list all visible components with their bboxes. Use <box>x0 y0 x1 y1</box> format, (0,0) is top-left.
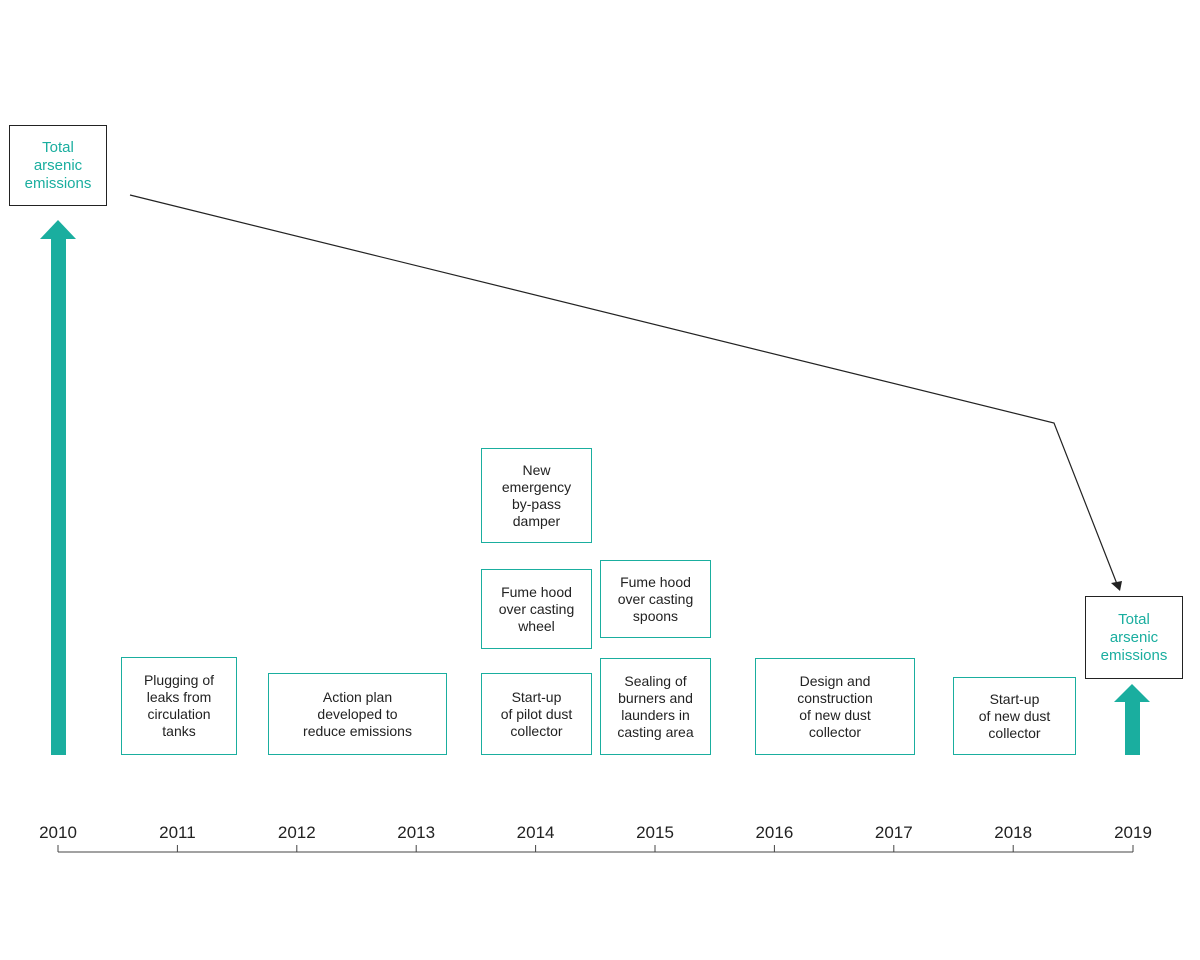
milestone-fume-hood-spoons: Fume hood over casting spoons <box>600 560 711 638</box>
total-emissions-end-box: Total arsenic emissions <box>1085 596 1183 679</box>
year-label: 2015 <box>636 823 674 842</box>
trend-arrowhead <box>1111 581 1122 591</box>
total-emissions-start-box: Total arsenic emissions <box>9 125 107 206</box>
year-label: 2019 <box>1114 823 1152 842</box>
year-label: 2014 <box>516 823 555 842</box>
reduction-trend-line <box>129 194 1118 585</box>
milestone-fume-hood-wheel: Fume hood over casting wheel <box>481 569 592 649</box>
year-label: 2010 <box>39 823 77 842</box>
milestone-action-plan: Action plan developed to reduce emission… <box>268 673 447 755</box>
year-label: 2018 <box>994 823 1033 842</box>
start-emissions-arrow <box>40 220 76 755</box>
milestone-startup-new-collector: Start-up of new dust collector <box>953 677 1076 755</box>
milestone-sealing-burners: Sealing of burners and launders in casti… <box>600 658 711 755</box>
year-label: 2016 <box>755 823 794 842</box>
milestone-pilot-dust-collector: Start-up of pilot dust collector <box>481 673 592 755</box>
year-label: 2013 <box>397 823 436 842</box>
timeline-ticks <box>57 845 1134 852</box>
milestone-plugging-leaks: Plugging of leaks from circulation tanks <box>121 657 237 755</box>
milestone-design-dust-collector: Design and construction of new dust coll… <box>755 658 915 755</box>
year-label: 2017 <box>874 823 913 842</box>
end-emissions-arrow <box>1114 684 1150 755</box>
year-label: 2012 <box>277 823 316 842</box>
milestone-bypass-damper: New emergency by-pass damper <box>481 448 592 543</box>
year-label: 2011 <box>159 823 196 842</box>
